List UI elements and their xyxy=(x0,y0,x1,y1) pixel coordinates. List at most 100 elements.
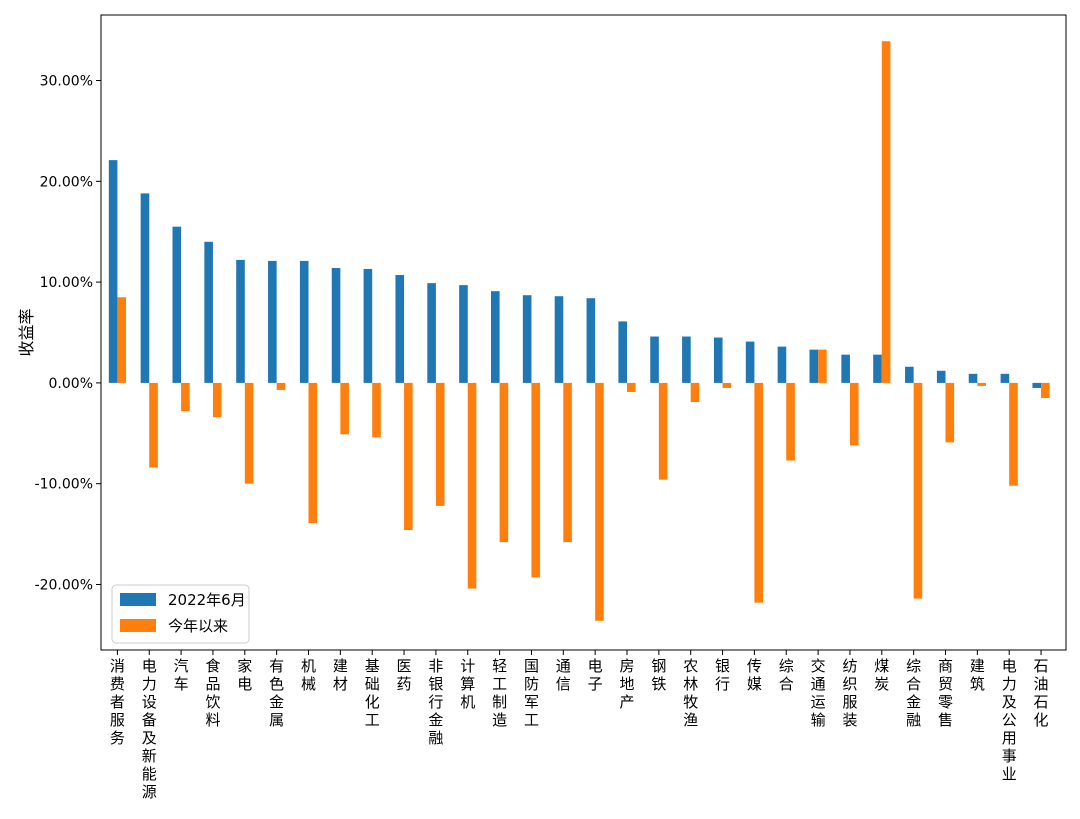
legend-label: 今年以来 xyxy=(168,617,228,635)
x-tick-label: 钢铁 xyxy=(651,657,666,693)
x-tick-label: 煤炭 xyxy=(874,657,889,693)
bar-ytd-24 xyxy=(881,41,891,383)
bar-ytd-28 xyxy=(1009,382,1018,486)
bar-ytd-19 xyxy=(722,382,732,388)
bar-ytd-25 xyxy=(913,382,923,599)
x-tick-label: 农林牧渔 xyxy=(683,657,698,729)
bar-jun2022-19 xyxy=(713,337,723,383)
x-tick-label: 银行 xyxy=(715,657,730,693)
x-tick-label: 综合金融 xyxy=(906,657,921,729)
x-tick-label: 房地产 xyxy=(619,657,634,711)
bar-jun2022-20 xyxy=(745,341,755,383)
bar-ytd-20 xyxy=(754,382,763,603)
bar-jun2022-9 xyxy=(395,275,405,383)
bar-ytd-22 xyxy=(818,349,827,383)
bar-jun2022-13 xyxy=(522,295,532,383)
x-tick-label: 电力及公用事业 xyxy=(1002,657,1017,783)
bar-ytd-6 xyxy=(308,382,318,523)
bar-ytd-23 xyxy=(849,382,859,446)
y-tick-label: 30.00% xyxy=(40,74,93,90)
bar-ytd-1 xyxy=(149,382,158,468)
x-tick-label: 国防军工 xyxy=(524,657,539,729)
bar-jun2022-17 xyxy=(650,336,659,383)
x-tick-label: 汽车 xyxy=(174,657,189,693)
legend-label: 2022年6月 xyxy=(168,591,246,609)
x-tick-label: 家电 xyxy=(237,657,252,693)
x-tick-label: 电力设备及新能源 xyxy=(142,657,157,801)
y-tick-label: 20.00% xyxy=(40,174,93,190)
legend-swatch xyxy=(120,593,156,606)
bar-ytd-4 xyxy=(244,382,254,484)
bar-jun2022-0 xyxy=(108,160,118,383)
bar-jun2022-8 xyxy=(363,269,373,383)
x-tick-label: 消费者服务 xyxy=(110,657,125,747)
bar-jun2022-10 xyxy=(427,283,436,383)
bar-jun2022-27 xyxy=(968,373,978,383)
x-tick-label: 医药 xyxy=(397,657,412,693)
bar-jun2022-11 xyxy=(459,285,468,383)
bar-ytd-29 xyxy=(1041,382,1050,399)
bar-jun2022-25 xyxy=(905,366,914,383)
bar-ytd-0 xyxy=(117,297,126,383)
x-tick-label: 轻工制造 xyxy=(492,657,507,729)
bar-jun2022-14 xyxy=(554,296,564,383)
x-tick-label: 石油石化 xyxy=(1034,657,1049,729)
bar-ytd-12 xyxy=(499,382,509,543)
x-tick-label: 非银行金融 xyxy=(428,657,443,747)
y-axis-title: 收益率 xyxy=(17,308,36,356)
bar-jun2022-12 xyxy=(491,291,500,383)
bars-layer xyxy=(108,41,1050,621)
bar-ytd-16 xyxy=(627,382,636,392)
y-tick-label: -10.00% xyxy=(35,477,93,493)
bar-jun2022-4 xyxy=(236,259,245,383)
bar-jun2022-16 xyxy=(618,321,627,383)
bar-ytd-10 xyxy=(435,382,445,506)
bar-ytd-14 xyxy=(563,382,572,543)
bar-ytd-13 xyxy=(531,382,541,578)
bar-jun2022-23 xyxy=(841,354,850,383)
x-tick-label: 电子 xyxy=(588,657,603,693)
x-tick-label: 纺织服装 xyxy=(842,657,857,729)
x-tick-label: 商贸零售 xyxy=(938,657,953,729)
x-tick-label: 传媒 xyxy=(747,657,762,693)
bar-ytd-3 xyxy=(212,382,222,418)
bar-jun2022-2 xyxy=(172,226,182,383)
bar-jun2022-21 xyxy=(777,346,787,383)
bar-ytd-2 xyxy=(181,382,190,412)
bar-jun2022-26 xyxy=(936,370,946,383)
bar-ytd-7 xyxy=(340,382,349,435)
bar-ytd-26 xyxy=(945,382,955,443)
bar-jun2022-28 xyxy=(1000,373,1010,383)
bar-jun2022-29 xyxy=(1032,382,1042,388)
bar-jun2022-6 xyxy=(299,260,309,383)
x-tick-label: 基础化工 xyxy=(365,657,380,729)
bar-jun2022-15 xyxy=(586,298,596,383)
x-tick-label: 食品饮料 xyxy=(205,657,220,729)
y-tick-label: -20.00% xyxy=(35,577,93,593)
x-tick-label: 综合 xyxy=(779,657,794,693)
x-tick-label: 交通运输 xyxy=(811,657,826,729)
bar-ytd-21 xyxy=(786,382,795,461)
x-tick-label: 有色金属 xyxy=(269,657,284,729)
bar-jun2022-1 xyxy=(140,193,150,383)
bar-jun2022-7 xyxy=(331,267,341,383)
bar-jun2022-24 xyxy=(873,354,882,383)
bar-ytd-18 xyxy=(690,382,700,403)
legend-swatch xyxy=(120,619,156,632)
bar-ytd-17 xyxy=(658,382,668,480)
x-tick-label: 建材 xyxy=(333,657,348,693)
x-tick-label: 计算机 xyxy=(460,657,475,711)
bar-ytd-5 xyxy=(276,382,286,390)
bar-ytd-11 xyxy=(467,382,477,589)
bar-jun2022-22 xyxy=(809,349,819,383)
x-tick-label: 机械 xyxy=(301,657,316,693)
bar-ytd-9 xyxy=(404,382,413,531)
bar-jun2022-5 xyxy=(268,260,277,383)
y-axis: -20.00% -10.00% 0.00% 10.00% 20.00% 30.00% xyxy=(35,74,101,593)
bar-ytd-15 xyxy=(595,382,604,621)
x-tick-label: 通信 xyxy=(556,657,571,693)
bar-ytd-8 xyxy=(372,382,381,438)
